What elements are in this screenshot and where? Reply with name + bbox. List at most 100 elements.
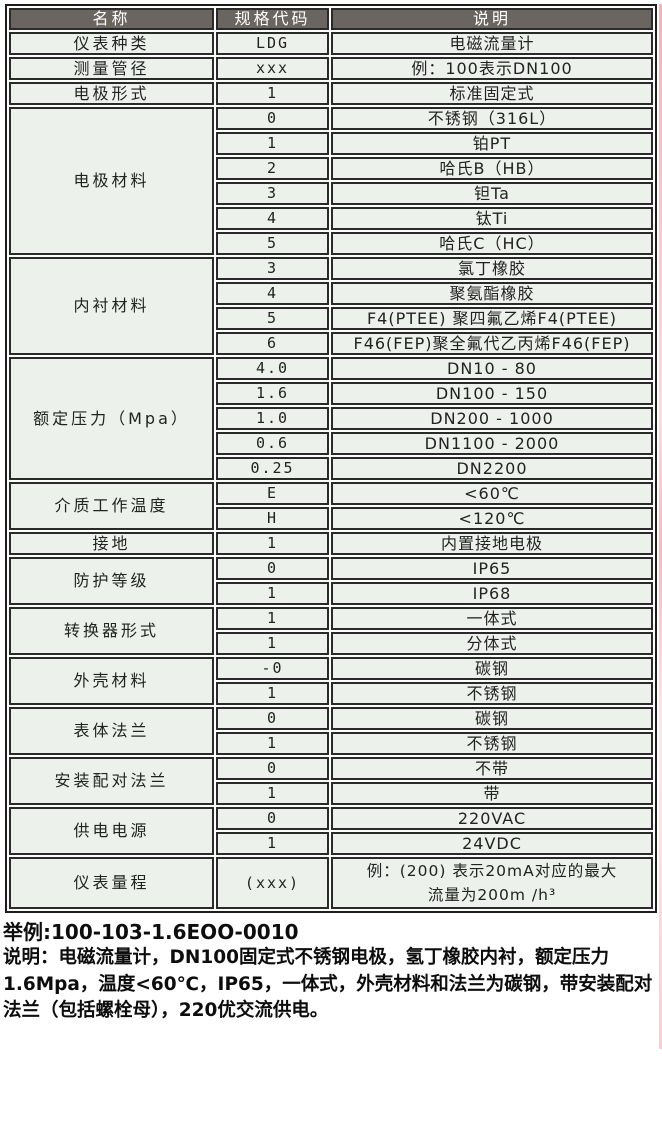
- spec-desc-cell: IP65: [331, 557, 653, 581]
- spec-code-cell: 0: [216, 707, 329, 731]
- spec-desc-cell: 220VAC: [331, 807, 653, 831]
- group-name-cell: 仪表种类: [9, 32, 214, 56]
- table-row: 0.6 DN1100 - 2000: [9, 432, 653, 456]
- spec-desc-cell: <120℃: [331, 507, 653, 531]
- table-row: 电极形式 1 标准固定式: [9, 82, 653, 106]
- spec-desc-cell: 不带: [331, 757, 653, 781]
- header-row: 名称 规格代码 说明: [9, 8, 653, 31]
- spec-desc-cell: DN10 - 80: [331, 357, 653, 381]
- table-row: 内衬材料 3 氯丁橡胶: [9, 257, 653, 356]
- spec-desc-cell: DN1100 - 2000: [331, 432, 653, 456]
- spec-desc-cell: 24VDC: [331, 832, 653, 856]
- table-row: 5 F4(PTEE) 聚四氟乙烯F4(PTEE): [9, 307, 653, 331]
- spec-code-cell: 0.25: [216, 457, 329, 481]
- spec-code-cell: 2: [216, 157, 329, 181]
- spec-code-cell: LDG: [216, 32, 329, 56]
- spec-code-cell: 0.6: [216, 432, 329, 456]
- spec-desc-cell: 电磁流量计: [331, 32, 653, 56]
- spec-code-cell: 1: [216, 532, 329, 556]
- spec-code-cell: 1: [216, 782, 329, 806]
- spec-desc-cell: 氯丁橡胶: [331, 257, 653, 281]
- group-name-cell: 内衬材料: [9, 257, 214, 356]
- group-name-cell: 供电电源: [9, 807, 214, 856]
- spec-code-cell: -0: [216, 657, 329, 681]
- spec-code-cell: 4: [216, 282, 329, 306]
- group-name-cell: 介质工作温度: [9, 482, 214, 531]
- table-row: 测量管径 xxx 例：100表示DN100: [9, 57, 653, 81]
- spec-code-cell: (xxx): [216, 857, 329, 910]
- group-name-cell: 测量管径: [9, 57, 214, 81]
- footer: 举例:100-103-1.6EOO-0010 说明：电磁流量计，DN100固定式…: [3, 920, 660, 1024]
- spec-desc-cell: DN100 - 150: [331, 382, 653, 406]
- spec-desc-cell: F4(PTEE) 聚四氟乙烯F4(PTEE): [331, 307, 653, 331]
- table-row: 表体法兰 0 碳钢: [9, 707, 653, 756]
- table-row: 1 铂PT: [9, 132, 653, 156]
- table-row: 4 钛Ti: [9, 207, 653, 231]
- group-name-cell: 电极形式: [9, 82, 214, 106]
- table-row: 额定压力（Mpa） 4.0 DN10 - 80: [9, 357, 653, 481]
- group-name-cell: 防护等级: [9, 557, 214, 606]
- spec-desc-cell: 例：100表示DN100: [331, 57, 653, 81]
- header-name: 名称: [9, 8, 214, 31]
- spec-code-cell: 1: [216, 582, 329, 606]
- table-row: 介质工作温度 E <60℃: [9, 482, 653, 531]
- spec-code-cell: 0: [216, 807, 329, 831]
- group-name-cell: 电极材料: [9, 107, 214, 256]
- spec-desc-cell: 碳钢: [331, 657, 653, 681]
- table-row: 防护等级 0 IP65: [9, 557, 653, 606]
- spec-code-cell: 0: [216, 557, 329, 581]
- spec-desc-cell: 不锈钢: [331, 732, 653, 756]
- spec-desc-cell: 哈氏C（HC）: [331, 232, 653, 256]
- table-row: 电极材料 0 不锈钢（316L）: [9, 107, 653, 256]
- table-row: 1 不锈钢: [9, 682, 653, 706]
- spec-desc-cell: 铂PT: [331, 132, 653, 156]
- spec-code-cell: 5: [216, 307, 329, 331]
- table-row: 仪表种类 LDG 电磁流量计: [9, 32, 653, 56]
- spec-desc-cell: 碳钢: [331, 707, 653, 731]
- spec-desc-cell: 一体式: [331, 607, 653, 631]
- table-row: 5 哈氏C（HC）: [9, 232, 653, 256]
- spec-desc-cell: 钛Ti: [331, 207, 653, 231]
- spec-code-cell: 0: [216, 757, 329, 781]
- spec-code-cell: 1: [216, 682, 329, 706]
- spec-code-cell: xxx: [216, 57, 329, 81]
- spec-code-cell: 4.0: [216, 357, 329, 381]
- table-row: 转换器形式 1 一体式: [9, 607, 653, 656]
- spec-code-cell: 1: [216, 632, 329, 656]
- table-row: H <120℃: [9, 507, 653, 531]
- header-code: 规格代码: [216, 8, 329, 31]
- table-row: 1 24VDC: [9, 832, 653, 856]
- spec-code-cell: 1.6: [216, 382, 329, 406]
- spec-code-cell: 1: [216, 832, 329, 856]
- spec-code-cell: 3: [216, 182, 329, 206]
- table-row: 1 不锈钢: [9, 732, 653, 756]
- table-row: 6 F46(FEP)聚全氟代乙丙烯F46(FEP): [9, 332, 653, 356]
- spec-desc-cell: 不锈钢: [331, 682, 653, 706]
- spec-desc-cell: F46(FEP)聚全氟代乙丙烯F46(FEP): [331, 332, 653, 356]
- spec-desc-cell: DN200 - 1000: [331, 407, 653, 431]
- table-row: 1.6 DN100 - 150: [9, 382, 653, 406]
- spec-code-cell: 5: [216, 232, 329, 256]
- spec-desc-cell: 带: [331, 782, 653, 806]
- group-name-cell: 表体法兰: [9, 707, 214, 756]
- group-name-cell: 额定压力（Mpa）: [9, 357, 214, 481]
- table-row: 仪表量程 (xxx) 例：(200) 表示20mA对应的最大 流量为200m /h³: [9, 857, 653, 910]
- spec-desc-cell: 分体式: [331, 632, 653, 656]
- table-row: 2 哈氏B（HB）: [9, 157, 653, 181]
- note-line: 说明：电磁流量计，DN100固定式不锈钢电极，氢丁橡胶内衬，额定压力1.6Mpa…: [3, 947, 653, 1021]
- spec-table-header: 名称 规格代码 说明: [9, 8, 653, 31]
- table-row: 外壳材料 -0 碳钢: [9, 657, 653, 706]
- spec-desc-cell: 例：(200) 表示20mA对应的最大 流量为200m /h³: [331, 857, 653, 910]
- spec-code-cell: 1: [216, 732, 329, 756]
- spec-desc-cell: 标准固定式: [331, 82, 653, 106]
- page: 名称 规格代码 说明 仪表种类 LDG 电磁流量计 测量管径 xxx 例：100表示DN1…: [0, 4, 662, 1132]
- table-row: 安装配对法兰 0 不带: [9, 757, 653, 806]
- spec-table-body: 仪表种类 LDG 电磁流量计 测量管径 xxx 例：100表示DN100 电极形式 1 标准固定…: [9, 32, 653, 910]
- table-row: 3 钽Ta: [9, 182, 653, 206]
- table-row: 1.0 DN200 - 1000: [9, 407, 653, 431]
- spec-desc-cell: 钽Ta: [331, 182, 653, 206]
- table-row: 0.25 DN2200: [9, 457, 653, 481]
- table-row: 供电电源 0 220VAC: [9, 807, 653, 856]
- table-row: 1 分体式: [9, 632, 653, 656]
- spec-desc-cell: 聚氨酯橡胶: [331, 282, 653, 306]
